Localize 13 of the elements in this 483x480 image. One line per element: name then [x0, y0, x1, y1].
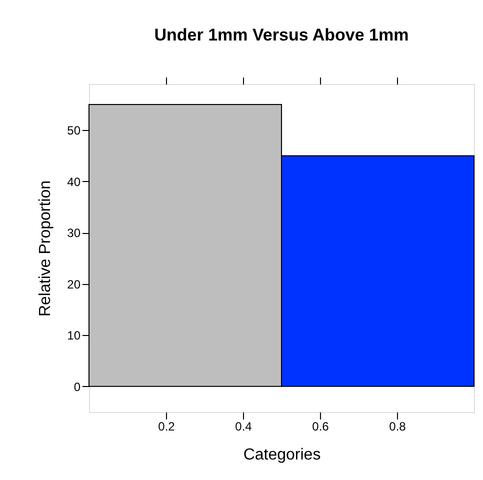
x-tick-label: 0.4 [235, 420, 252, 434]
x-tick-label: 0.8 [389, 420, 406, 434]
y-tick-label: 20 [67, 277, 81, 292]
y-tick-label: 40 [67, 174, 81, 189]
x-tick-label: 0.2 [158, 420, 176, 434]
y-tick-label: 50 [67, 124, 81, 138]
chart-title: Under 1mm Versus Above 1mm [154, 26, 409, 44]
y-tick-label: 10 [67, 328, 81, 343]
y-tick-label: 30 [67, 226, 81, 240]
x-tick-label: 0.6 [312, 420, 330, 434]
y-axis-title: Relative Proportion [37, 180, 54, 317]
y-tick-label: 0 [74, 380, 81, 394]
x-axis-title: Categories [243, 446, 321, 464]
